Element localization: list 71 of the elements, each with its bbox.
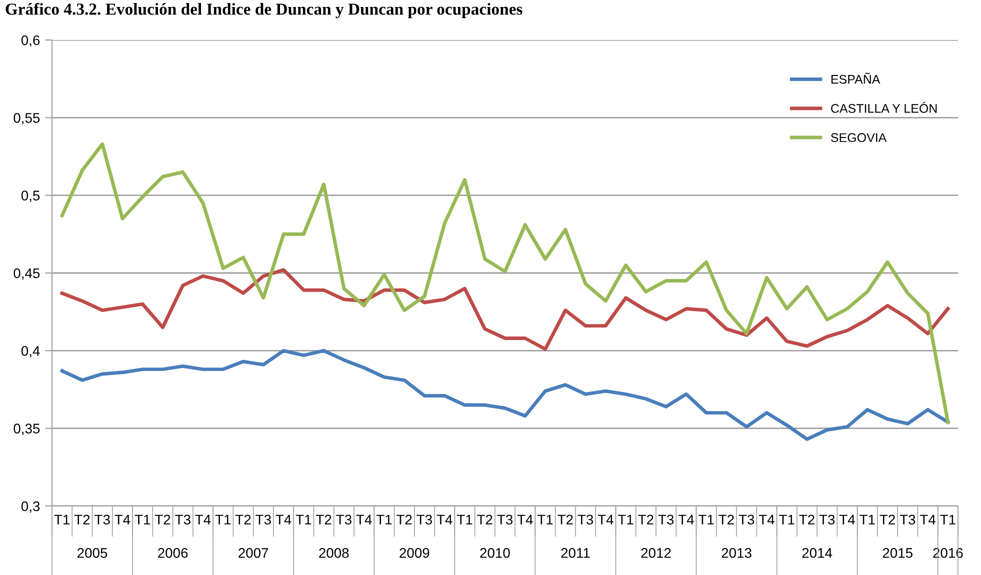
x-tick-label: T1 bbox=[698, 514, 714, 524]
y-tick-label: 0,55 bbox=[14, 113, 40, 124]
x-tick-label: T1 bbox=[376, 514, 392, 524]
text: 2013 bbox=[722, 548, 752, 558]
x-tick-label: T4 bbox=[598, 514, 614, 524]
x-tick-label: T1 bbox=[940, 514, 956, 524]
y-tick-label: 0,3 bbox=[21, 501, 40, 513]
x-tick-label: T2 bbox=[638, 514, 654, 524]
x-tick-label: T2 bbox=[316, 514, 332, 524]
y-tick-label: 0,5 bbox=[21, 190, 40, 202]
text: 2016 bbox=[933, 548, 963, 558]
x-tick-label: T4 bbox=[920, 514, 936, 524]
x-tick-label: T4 bbox=[195, 514, 211, 524]
x-tick-label: T1 bbox=[134, 514, 150, 524]
text: 2015 bbox=[882, 548, 912, 558]
line-series bbox=[60, 142, 950, 424]
x-tick-label: T3 bbox=[175, 514, 190, 525]
text: 2009 bbox=[400, 548, 430, 558]
x-tick-label: T3 bbox=[658, 514, 674, 525]
x-tick-label: T3 bbox=[900, 514, 916, 525]
x-tick-label: T2 bbox=[718, 514, 734, 524]
text: 2005 bbox=[78, 548, 108, 558]
legend-label: ESPAÑA bbox=[831, 72, 880, 84]
line-series bbox=[60, 268, 950, 351]
y-tick-label: 0,6 bbox=[21, 35, 40, 47]
x-tick-label: T4 bbox=[678, 514, 694, 524]
x-tick-label: T2 bbox=[235, 514, 251, 524]
text: 2007 bbox=[238, 548, 268, 558]
x-tick-label: T4 bbox=[436, 514, 452, 524]
x-tick-label: T1 bbox=[296, 514, 312, 524]
legend-label: CASTILLA Y LEÓN bbox=[831, 102, 937, 113]
line-series bbox=[60, 348, 950, 441]
x-tick-label: T3 bbox=[497, 514, 512, 525]
x-tick-label: T3 bbox=[256, 514, 271, 525]
x-tick-label: T2 bbox=[396, 514, 412, 524]
x-tick-label: T2 bbox=[799, 514, 814, 524]
y-tick-label: 0,45 bbox=[14, 268, 40, 280]
x-tick-label: T4 bbox=[839, 514, 855, 524]
text: 2011 bbox=[561, 548, 590, 558]
chart-title: Gráfico 4.3.2. Evolución del Indice de Duncan y Duncan por ocupaciones bbox=[6, 2, 522, 18]
x-tick-label: T4 bbox=[758, 514, 774, 524]
text: 2008 bbox=[319, 548, 349, 558]
text: 2014 bbox=[802, 548, 832, 558]
x-tick-label: T1 bbox=[537, 514, 553, 524]
x-tick-label: T3 bbox=[416, 514, 432, 525]
x-tick-label: T1 bbox=[779, 514, 794, 524]
x-tick-label: T3 bbox=[94, 514, 110, 525]
x-tick-label: T3 bbox=[819, 514, 835, 525]
y-tick-label: 0,4 bbox=[21, 346, 40, 358]
x-tick-label: T3 bbox=[738, 514, 754, 525]
x-tick-label: T4 bbox=[356, 514, 372, 524]
x-tick-label: T4 bbox=[276, 514, 292, 524]
legend-label: SEGOVIA bbox=[831, 133, 887, 142]
x-tick-label: T2 bbox=[558, 514, 573, 524]
x-tick-label: T4 bbox=[114, 514, 130, 524]
x-tick-label: T4 bbox=[517, 514, 533, 524]
x-tick-label: T3 bbox=[336, 514, 352, 525]
x-tick-label: T2 bbox=[154, 514, 170, 524]
x-tick-label: T1 bbox=[54, 514, 70, 524]
x-tick-label: T3 bbox=[578, 514, 594, 525]
x-tick-label: T1 bbox=[618, 514, 634, 524]
x-tick-label: T2 bbox=[477, 514, 492, 524]
x-tick-label: T1 bbox=[215, 514, 231, 524]
x-tick-label: T1 bbox=[860, 514, 875, 524]
x-tick-label: T2 bbox=[880, 514, 895, 524]
x-tick-label: T1 bbox=[456, 514, 472, 524]
text: 2006 bbox=[158, 548, 188, 558]
text: 2012 bbox=[641, 548, 671, 558]
text: 2010 bbox=[480, 548, 510, 558]
x-tick-label: T2 bbox=[74, 514, 90, 524]
y-tick-label: 0,35 bbox=[14, 424, 40, 436]
